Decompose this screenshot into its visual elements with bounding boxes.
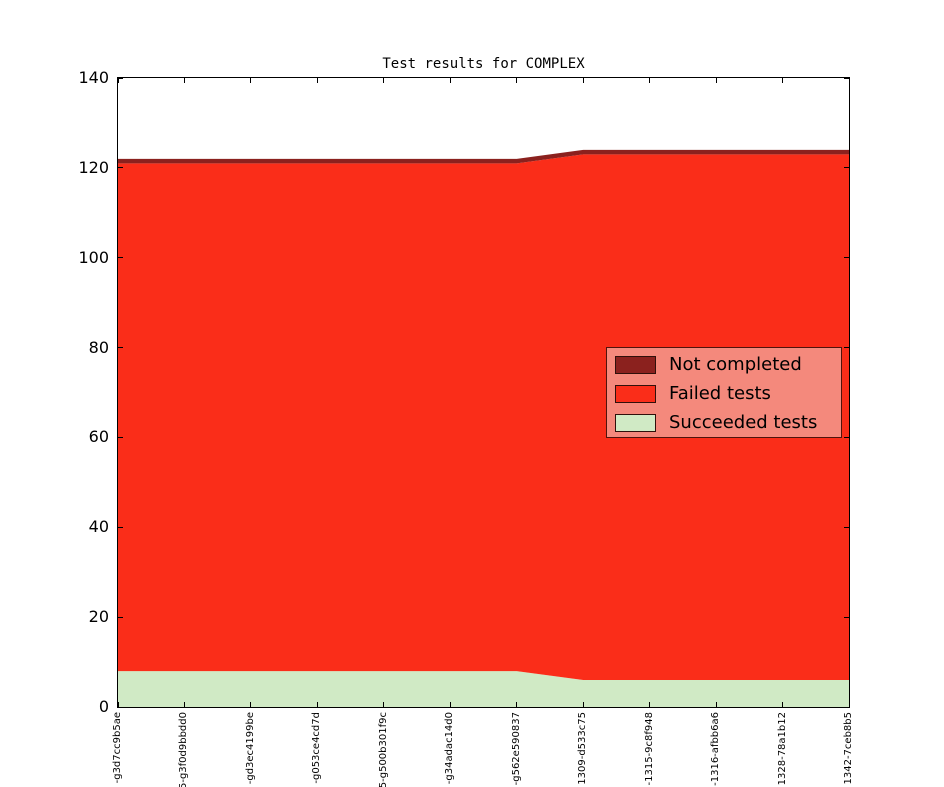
y-tick-right xyxy=(844,257,849,259)
y-tick-label: 60 xyxy=(88,427,109,447)
legend-swatch-succeeded-tests xyxy=(615,413,656,432)
y-tick-right xyxy=(844,436,849,438)
legend: Not completed Failed tests Succeeded tests xyxy=(606,347,842,438)
x-tick-label: 1342-7ceb8b5 xyxy=(843,712,854,785)
legend-label: Failed tests xyxy=(669,382,771,404)
x-tick-top xyxy=(516,78,518,83)
y-tick-right xyxy=(844,526,849,528)
x-tick-bottom xyxy=(183,702,185,707)
x-tick-label: -g3d7cc9b5ae xyxy=(112,712,123,784)
y-tick-right xyxy=(844,77,849,79)
legend-row: Failed tests xyxy=(615,379,841,408)
legend-swatch-not-completed xyxy=(615,355,656,374)
legend-label: Not completed xyxy=(669,353,802,375)
y-tick-right xyxy=(844,167,849,169)
y-tick-left xyxy=(118,77,123,79)
y-tick-left xyxy=(118,616,123,618)
area-failed-tests xyxy=(118,154,849,680)
x-tick-label: -1316-afbb6a6 xyxy=(710,712,722,786)
x-tick-label: -g562e590837 xyxy=(510,712,522,786)
x-tick-label: 1328-78a1b12 xyxy=(776,712,788,786)
x-tick-label: -g053ce4cd7d xyxy=(311,712,323,784)
y-tick-label: 80 xyxy=(88,337,109,357)
x-tick-top xyxy=(183,78,185,83)
stacked-area-plot xyxy=(118,78,849,707)
x-tick-top xyxy=(316,78,318,83)
chart-title: Test results for COMPLEX xyxy=(382,56,585,72)
x-tick-label: 5-g500b301f9c xyxy=(377,712,389,787)
y-tick-left xyxy=(118,436,123,438)
y-tick-left xyxy=(118,257,123,259)
x-tick-bottom xyxy=(316,702,318,707)
y-tick-left xyxy=(118,526,123,528)
y-tick-label: 40 xyxy=(88,517,109,537)
x-tick-top xyxy=(250,78,252,83)
y-tick-label: 0 xyxy=(98,697,109,716)
y-tick-right xyxy=(844,347,849,349)
area-succeeded-tests xyxy=(118,671,849,707)
y-tick-label: 100 xyxy=(78,247,109,267)
legend-swatch-failed-tests xyxy=(615,384,656,403)
chart-svg xyxy=(118,149,849,707)
legend-row: Succeeded tests xyxy=(615,408,841,437)
legend-row: Not completed xyxy=(615,350,841,379)
x-tick-label: -gd3ec4199be xyxy=(244,712,256,785)
x-tick-top xyxy=(582,78,584,83)
y-tick-label: 20 xyxy=(88,607,109,627)
x-tick-label: 1309-d533c75 xyxy=(577,712,589,785)
x-tick-top xyxy=(449,78,451,83)
plot-area xyxy=(117,77,850,708)
x-tick-bottom xyxy=(449,702,451,707)
y-tick-label: 120 xyxy=(78,157,109,177)
legend-label: Succeeded tests xyxy=(669,411,818,433)
x-tick-bottom xyxy=(848,702,850,707)
y-tick-right xyxy=(844,616,849,618)
x-tick-bottom xyxy=(649,702,651,707)
x-tick-top xyxy=(117,78,119,83)
x-tick-label: -g34adac14d0 xyxy=(444,712,456,785)
y-tick-label: 140 xyxy=(78,68,109,87)
x-tick-bottom xyxy=(117,702,119,707)
y-tick-left xyxy=(118,167,123,169)
x-tick-bottom xyxy=(582,702,584,707)
x-tick-top xyxy=(383,78,385,83)
x-tick-bottom xyxy=(782,702,784,707)
x-tick-top xyxy=(848,78,850,83)
area-not-completed xyxy=(118,149,849,164)
x-tick-top xyxy=(782,78,784,83)
x-tick-top xyxy=(715,78,717,83)
x-tick-label: -1315-9c8f948 xyxy=(643,712,655,786)
y-tick-left xyxy=(118,706,123,708)
x-tick-label: 5-g3f0d9bbdd0 xyxy=(178,712,190,787)
y-tick-right xyxy=(844,706,849,708)
x-tick-bottom xyxy=(250,702,252,707)
x-tick-top xyxy=(649,78,651,83)
x-tick-bottom xyxy=(516,702,518,707)
y-tick-left xyxy=(118,347,123,349)
x-tick-bottom xyxy=(383,702,385,707)
x-tick-bottom xyxy=(715,702,717,707)
